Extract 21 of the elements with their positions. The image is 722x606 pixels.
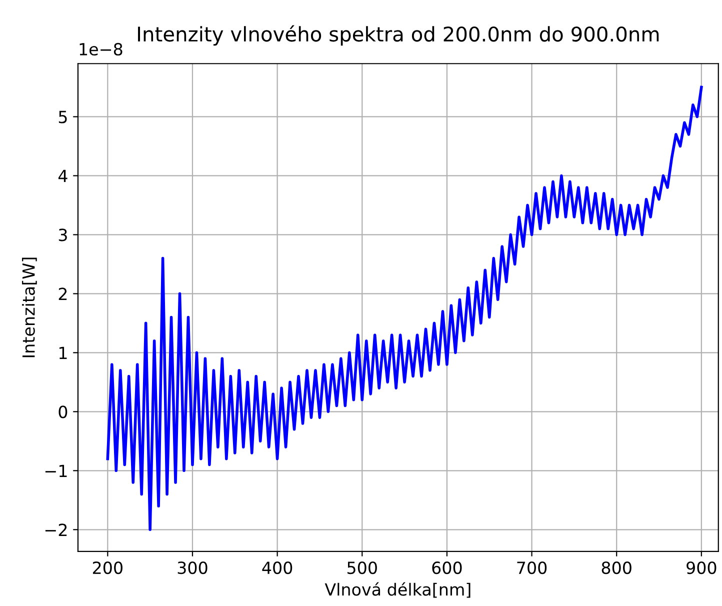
x-tick-label: 500 (348, 561, 377, 574)
chart-title: Intenzity vlnového spektra od 200.0nm do 900.0nm (138, 25, 659, 46)
x-axis-title: Vlnová délka[nm] (324, 582, 470, 598)
x-tick-label: 800 (602, 561, 632, 574)
line-series (106, 86, 703, 532)
x-tick-label: 400 (262, 561, 292, 574)
text: 1e−8 (80, 42, 122, 56)
x-tick-label: 200 (92, 561, 122, 574)
x-tick-label: 600 (432, 561, 462, 574)
y-tick-label: 1 (59, 346, 67, 360)
x-tick-label: 900 (686, 561, 716, 574)
y-tick-label: 2 (58, 288, 67, 300)
x-tick-label: 300 (178, 561, 208, 574)
y-tick-label: 5 (58, 110, 67, 124)
y-tick-label: −2 (45, 524, 67, 536)
y-tick-label: −1 (45, 464, 67, 477)
y-tick-label: 0 (58, 406, 68, 418)
y-tick-label: 3 (58, 228, 67, 242)
x-tick-label: 700 (517, 561, 547, 574)
y-axis-title: Intenzita[W] (22, 258, 37, 358)
y-tick-label: 4 (58, 170, 68, 182)
